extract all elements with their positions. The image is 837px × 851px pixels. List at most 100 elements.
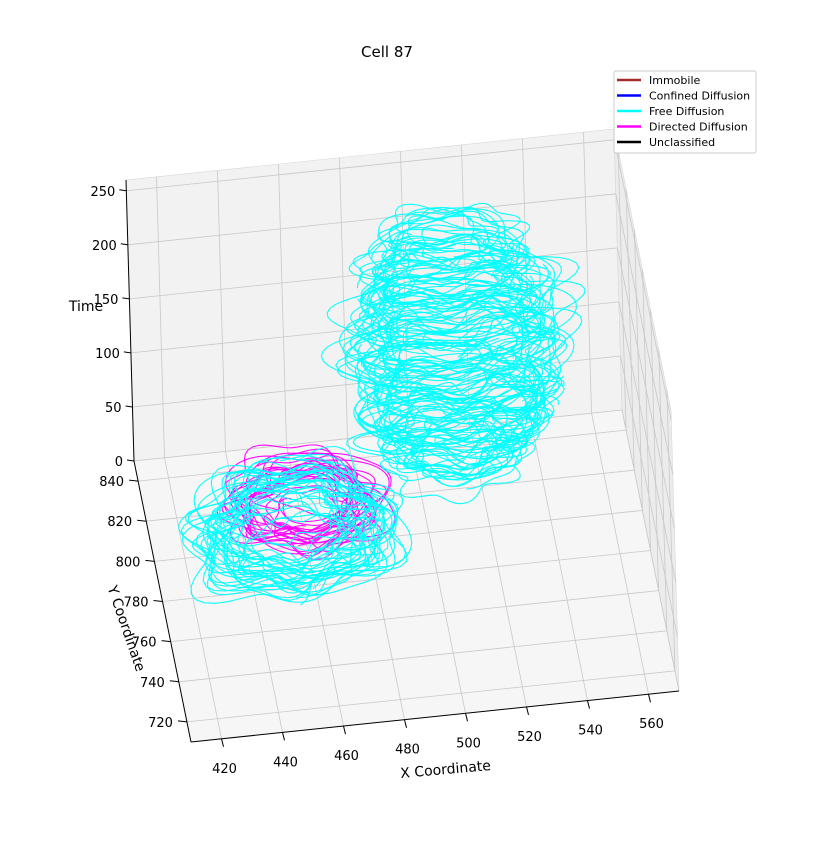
trajectory-line bbox=[357, 372, 540, 460]
x-tick-mark bbox=[282, 732, 285, 741]
legend-label: Confined Diffusion bbox=[649, 90, 750, 103]
z-tick-label: 250 bbox=[90, 185, 115, 200]
trajectory-line bbox=[383, 263, 549, 338]
y-tick-mark bbox=[169, 680, 179, 683]
side-grid-line bbox=[617, 149, 627, 431]
axis-lines bbox=[119, 179, 680, 747]
x-axis-label: X Coordinate bbox=[400, 758, 492, 782]
trajectory-line bbox=[377, 203, 531, 285]
z-tick-label: 150 bbox=[94, 293, 119, 308]
legend-frame bbox=[613, 70, 757, 154]
trajectory-line bbox=[395, 417, 509, 476]
x-tick-mark bbox=[648, 694, 651, 703]
trajectory-line bbox=[342, 306, 541, 401]
x-tick-label: 460 bbox=[334, 749, 359, 764]
trajectory-line bbox=[214, 472, 386, 572]
side-grid-line bbox=[634, 229, 643, 511]
side-grid-line bbox=[621, 409, 680, 692]
trajectory-line bbox=[374, 236, 519, 303]
side-grid-line bbox=[615, 193, 674, 475]
z-tick-mark bbox=[119, 189, 127, 192]
trajectory-line bbox=[320, 295, 547, 409]
z-axis-label: Time bbox=[68, 299, 103, 315]
trajectory-line bbox=[226, 457, 397, 572]
z-tick-label: 200 bbox=[92, 239, 117, 254]
trajectory-line bbox=[339, 294, 546, 404]
chart-legend: Immobile Confined Diffusion Free Diffusion… bbox=[613, 70, 757, 154]
side-grid-line bbox=[617, 247, 675, 529]
x-tick-mark bbox=[587, 700, 590, 709]
z-tick-mark bbox=[126, 459, 135, 462]
trajectory-line bbox=[359, 233, 507, 312]
trajectory-line bbox=[196, 458, 356, 564]
trajectory-line bbox=[378, 278, 555, 370]
trajectory-line bbox=[204, 463, 389, 574]
trajectory-line bbox=[378, 213, 514, 279]
trajectory-line bbox=[250, 479, 353, 552]
z-tick-mark bbox=[120, 243, 128, 246]
trajectory-line bbox=[370, 244, 555, 339]
chart-title: Cell 87 bbox=[361, 43, 413, 61]
y-tick-mark bbox=[153, 600, 163, 602]
y-tick-mark bbox=[145, 559, 155, 562]
back-grid-line bbox=[400, 151, 409, 433]
trajectory-line bbox=[373, 325, 557, 411]
back-grid-line bbox=[583, 132, 592, 414]
trajectory-line bbox=[391, 227, 525, 286]
z-axis-line bbox=[125, 179, 135, 462]
back-grid-line bbox=[339, 157, 348, 439]
y-tick-label: 760 bbox=[132, 636, 157, 651]
tick-labels: 420 440 460 480 500 520 540 5607207407607808008… bbox=[90, 185, 663, 777]
trajectory-line bbox=[190, 464, 397, 604]
side-grid-line bbox=[666, 389, 676, 671]
grid-lines bbox=[126, 132, 680, 739]
trajectory-line bbox=[214, 486, 367, 573]
y-tick-mark bbox=[161, 640, 171, 643]
y-tick-mark bbox=[129, 479, 139, 482]
trajectory-line bbox=[395, 202, 521, 269]
z-tick-label: 100 bbox=[95, 347, 120, 362]
side-grid-line bbox=[618, 301, 677, 583]
x-tick-label: 420 bbox=[212, 762, 237, 777]
x-tick-mark bbox=[526, 706, 529, 716]
trajectory-line bbox=[209, 469, 381, 570]
x-tick-label: 500 bbox=[456, 736, 481, 751]
back-grid-line bbox=[217, 170, 226, 452]
trajectory-line bbox=[388, 206, 489, 259]
x-tick-label: 440 bbox=[273, 755, 298, 770]
side-grid-line bbox=[642, 269, 651, 551]
x-tick-mark bbox=[404, 719, 407, 728]
z-tick-mark bbox=[123, 351, 131, 354]
trajectory-group bbox=[178, 202, 586, 606]
trajectory-line bbox=[349, 300, 528, 395]
back-grid-line bbox=[156, 176, 165, 458]
z-tick-mark bbox=[122, 297, 130, 300]
trajectory-line bbox=[236, 487, 333, 547]
floor-grid-line bbox=[162, 550, 651, 602]
back-grid-line bbox=[461, 144, 470, 426]
back-grid-line bbox=[127, 193, 616, 246]
x-axis-line bbox=[190, 690, 680, 743]
y-tick-label: 720 bbox=[148, 716, 173, 731]
x-tick-label: 560 bbox=[639, 717, 664, 732]
back-grid-line bbox=[278, 164, 287, 446]
y-tick-label: 840 bbox=[99, 475, 124, 490]
trajectory-line bbox=[231, 461, 395, 567]
trajectory-line bbox=[373, 344, 526, 421]
trajectory-line bbox=[388, 213, 499, 271]
trajectory-line bbox=[357, 343, 560, 448]
trajectory-line bbox=[396, 208, 509, 271]
trajectory-line bbox=[229, 498, 350, 581]
z-tick-mark bbox=[125, 405, 133, 408]
y-tick-label: 740 bbox=[140, 676, 165, 691]
trajectory-line bbox=[335, 293, 563, 417]
trajectory-line bbox=[360, 247, 580, 352]
x-tick-mark bbox=[343, 725, 346, 735]
floor-grid-line bbox=[186, 670, 675, 723]
side-grid-line bbox=[650, 309, 659, 591]
legend-label: Directed Diffusion bbox=[649, 121, 748, 134]
y-tick-label: 800 bbox=[116, 555, 141, 570]
y-tick-label: 780 bbox=[124, 596, 149, 611]
